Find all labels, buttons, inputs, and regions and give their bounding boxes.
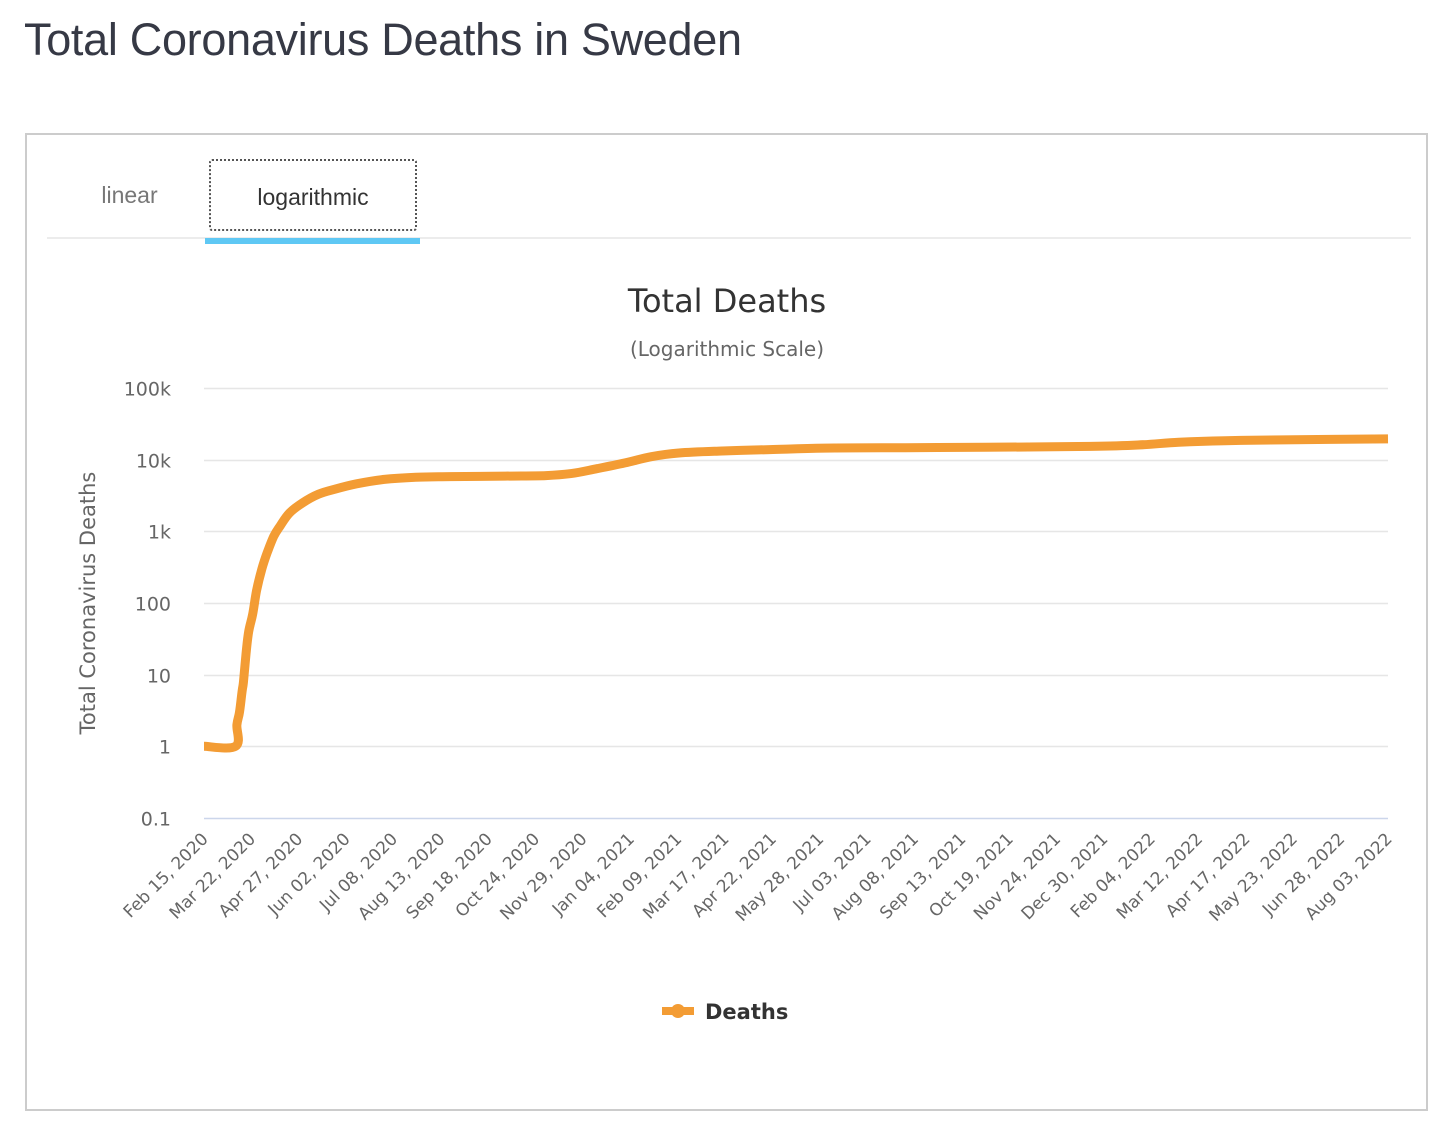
legend[interactable]: Deaths xyxy=(662,1000,788,1024)
page-title: Total Coronavirus Deaths in Sweden xyxy=(24,14,742,65)
scale-tabs: linear logarithmic xyxy=(47,157,1411,244)
y-tick-label: 10k xyxy=(136,451,171,473)
tab-logarithmic[interactable]: logarithmic xyxy=(209,159,417,231)
legend-deaths-label[interactable]: Deaths xyxy=(705,1000,788,1024)
y-tick-label: 10 xyxy=(147,666,171,688)
y-tick-label: 100k xyxy=(124,379,171,401)
y-tick-label: 1k xyxy=(148,522,171,544)
chart-panel: linear logarithmic xyxy=(25,133,1428,1111)
y-tick-label: 100 xyxy=(135,594,171,616)
grid-lines xyxy=(204,387,1388,820)
active-tab-indicator xyxy=(205,238,420,244)
tab-linear[interactable]: linear xyxy=(101,182,158,208)
legend-deaths-marker xyxy=(671,1004,685,1018)
y-axis-ticks: 100k 10k 1k 100 10 1 0.1 xyxy=(124,379,171,831)
x-tick-label: Jan 04, 2021 xyxy=(548,829,639,920)
series-line-deaths[interactable] xyxy=(203,434,1389,753)
chart-subtitle: (Logarithmic Scale) xyxy=(630,337,824,361)
y-axis-title: Total Coronavirus Deaths xyxy=(76,472,100,736)
y-tick-label: 0.1 xyxy=(141,809,171,831)
series-deaths xyxy=(203,434,1389,753)
chart-title: Total Deaths xyxy=(627,282,826,320)
y-tick-label: 1 xyxy=(159,737,171,759)
